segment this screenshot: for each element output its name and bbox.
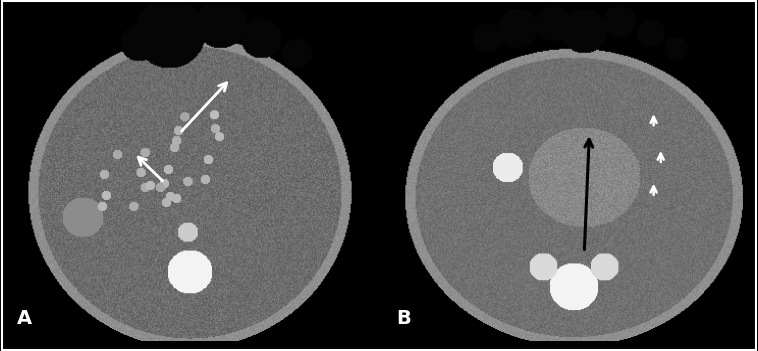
Text: B: B xyxy=(396,309,411,328)
Text: A: A xyxy=(17,309,32,328)
